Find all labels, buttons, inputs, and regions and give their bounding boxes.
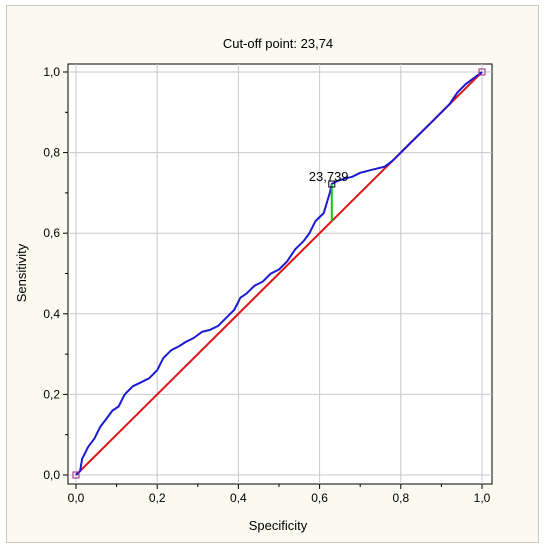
y-tick-label: 0,8 [43,146,60,160]
y-tick-label: 0,6 [43,226,60,240]
y-tick-label: 0,0 [43,468,60,482]
end-marker [478,68,486,76]
roc-curve [75,71,483,476]
origin-marker [72,471,80,479]
y-tick-label: 1,0 [43,65,60,79]
x-tick-label: 1,0 [474,491,491,505]
x-tick-label: 0,0 [68,491,85,505]
y-tick-label: 0,4 [43,307,60,321]
chart-title: Cut-off point: 23,74 [223,36,333,51]
cutoff-marker [328,180,336,188]
x-axis-label: Specificity [249,518,308,533]
x-tick-label: 0,4 [230,491,247,505]
y-axis-label: Sensitivity [14,243,29,302]
plot-area: 0,0 0,0 0,2 0,2 0,4 0,4 0,6 0,6 0,8 0,8 1,0 1,0 23,7… [43,63,493,505]
y-tick-label: 0,2 [43,387,60,401]
x-tick-label: 0,6 [311,491,328,505]
x-tick-label: 0,8 [392,491,409,505]
cutoff-label: 23,739 [309,169,349,184]
x-tick-label: 0,2 [149,491,166,505]
